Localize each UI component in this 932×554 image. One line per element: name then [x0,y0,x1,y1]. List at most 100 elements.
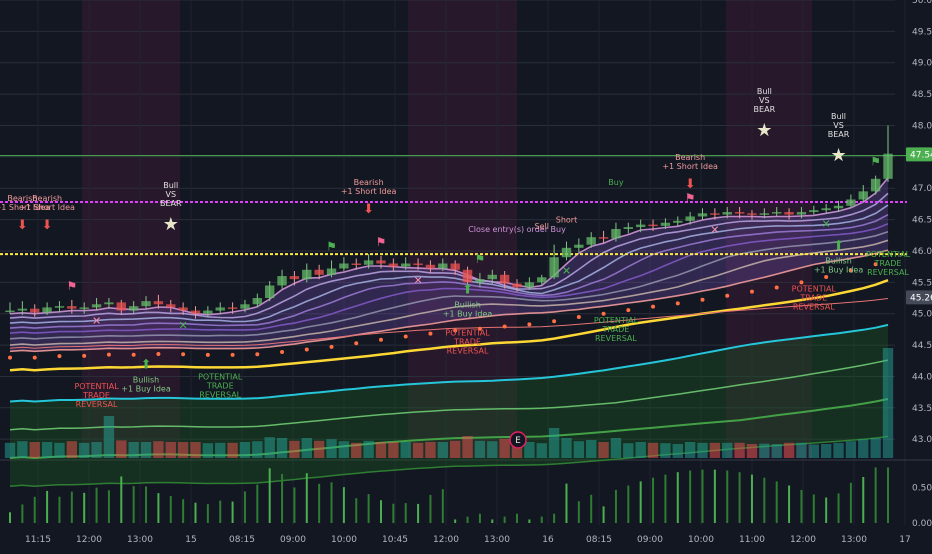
dotted-average-point [552,319,557,324]
dotted-average-point [774,285,779,290]
bearish-short-2: Bearish+1 Short Idea ⬇ [19,194,75,233]
volume-bar [833,442,844,458]
volume-bar [598,442,609,458]
price-axis[interactable]: 50.0049.5049.0048.5048.0047.5047.0046.50… [906,0,932,445]
candle-body [747,213,757,215]
candle-body [30,308,40,313]
flag-icon: ⚑ [870,155,881,169]
dotted-average-point [255,352,260,357]
earnings-marker[interactable]: E [509,431,527,449]
candle-body [685,216,695,221]
moving-average-line [9,192,889,319]
trade-reversal-red-2-text: TRADE [453,338,481,347]
volume-bar [54,442,65,458]
volume-bar [41,442,53,458]
dotted-average-point [354,341,359,346]
oscillator-tick-label: 0.50 [912,483,932,493]
down-arrow-icon: ⬇ [42,218,53,233]
bull-vs-bear-2-text: VS [759,96,770,105]
candle-body [240,304,250,309]
time-tick-label: 08:15 [229,535,255,545]
up-arrow-icon: ⬆ [462,282,473,297]
bearish-short-3-text: +1 Short Idea [341,187,397,196]
candle-body [79,307,89,309]
candle-body [734,212,745,214]
trade-reversal-red-3-text: TRADE [799,294,827,303]
time-tick-label: 08:15 [586,535,612,545]
candle-body [425,264,436,269]
time-tick-label: 09:00 [280,535,306,545]
candle-body [128,306,139,311]
dotted-average-point [576,315,581,320]
trade-reversal-green-2-text: REVERSAL [595,334,637,343]
time-tick-label: 09:00 [637,535,663,545]
volume-bar [845,441,857,458]
volume-bar [375,442,387,458]
volume-bar [783,442,795,458]
down-arrow-icon: ⬇ [685,177,696,192]
volume-bar [709,442,721,458]
candle-body [104,302,114,305]
candle-body [660,222,671,226]
trade-reversal-red-1-text: TRADE [82,391,110,400]
candle-body [549,257,559,278]
price-tick-label: 49.00 [912,59,932,69]
earnings-marker-circle [509,431,527,449]
trade-reversal-green-2-text: POTENTIAL [594,316,639,325]
bearish-short-3-text: Bearish [354,178,384,187]
level-45-26-label: 45.26 [910,293,932,303]
cross-marker-icon: ✕ [413,274,422,287]
up-arrow-icon: ⬆ [141,358,152,373]
candle-body [314,269,324,275]
bullish-buy-2-text: Bullish [454,300,480,309]
volume-bar [165,442,176,458]
candle-body [153,301,164,305]
dotted-average-point [502,324,507,329]
candle-body [648,224,658,227]
time-axis[interactable]: 11:15 12:00 13:00 15 08:15 09:00 10:00 10:45 12:… [25,535,911,545]
moving-average-line [9,213,889,329]
dotted-average-point [700,297,705,302]
signal-annotations: Bearish+1 Short Idea⬇Bearish+1 Short Ide… [0,87,911,409]
dotted-average-point [651,304,656,309]
horizontal-levels [0,155,907,256]
candle-body [413,263,423,266]
dotted-average-point [675,301,680,306]
candle-body [858,191,868,200]
bearish-short-2-text: +1 Short Idea [19,203,75,212]
candle-body [574,244,584,248]
candle-body [190,310,201,314]
dotted-average-point [230,352,235,357]
bull-vs-bear-3-text: VS [833,121,844,130]
cross-marker-icon: ✕ [822,217,831,230]
trade-reversal-red-2-text: REVERSAL [447,347,489,356]
oscillator-tick-label: 0.00 [912,519,932,529]
price-tick-label: 46.50 [912,216,932,226]
candle-body [54,306,65,308]
volume-bar [586,440,597,458]
candle-body [116,302,126,311]
volume-bar [4,442,16,458]
close-entry-order-buy-text: Close entry(s) order Buy [468,225,566,234]
bull-vs-bear-1-text: Bull [163,181,178,190]
candle-body [252,298,263,305]
candle-body [833,205,844,209]
bullish-buy-3-text: +1 Buy Idea [814,266,864,275]
time-tick-label: 13:00 [484,535,510,545]
price-tick-label: 48.50 [912,90,932,100]
candle-body [401,263,411,267]
volume-bar [425,442,436,458]
dotted-average-point [57,354,62,359]
volume-bar [474,440,486,458]
price-tick-label: 45.00 [912,310,932,320]
long-moving-average-line [9,359,889,431]
dotted-average-point [799,280,804,285]
candle-body [784,212,794,215]
dotted-average-point [156,351,161,356]
volume-bar [684,442,696,458]
volume-bar [635,442,646,458]
volume-bar [66,441,78,458]
